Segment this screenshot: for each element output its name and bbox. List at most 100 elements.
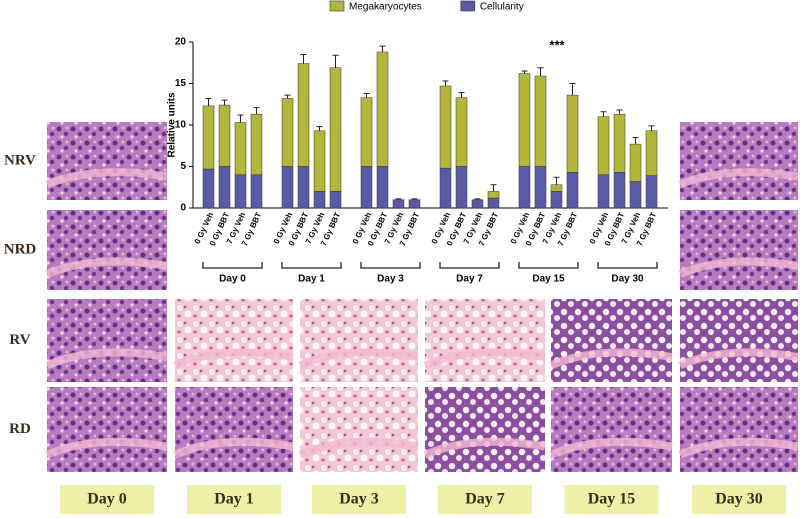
group-label: Day 1 xyxy=(298,274,325,285)
error-bar xyxy=(616,109,623,115)
column-label-box xyxy=(187,485,281,514)
group-label: Day 3 xyxy=(377,274,404,285)
bar-segment xyxy=(597,174,610,209)
error-bar xyxy=(537,67,544,77)
bar-segment xyxy=(534,166,547,209)
error-bar xyxy=(648,125,655,131)
y-tick-label: 20 xyxy=(175,37,187,48)
histology-image xyxy=(680,299,798,382)
bone-trabecula xyxy=(678,257,799,278)
bar-segment xyxy=(218,166,231,209)
bar-segment xyxy=(360,166,373,209)
error-bar xyxy=(395,198,402,200)
column-label: Day 7 xyxy=(465,491,505,508)
histology-image xyxy=(175,299,293,382)
error-bar xyxy=(300,53,307,64)
bone-trabecula xyxy=(678,437,799,459)
bar-segment xyxy=(566,172,579,209)
column-label-box xyxy=(312,485,406,514)
column-label-box xyxy=(438,485,532,514)
bar-segment xyxy=(487,191,500,199)
bar-segment xyxy=(297,63,310,167)
bone-trabecula xyxy=(298,348,419,370)
bar-segment xyxy=(281,166,294,209)
bone-trabecula xyxy=(298,437,419,459)
histology-image xyxy=(300,299,418,382)
group-bracket xyxy=(518,262,579,269)
bar-segment xyxy=(376,166,389,209)
bar-segment xyxy=(629,143,642,182)
group-bracket xyxy=(202,262,263,269)
bone-trabecula xyxy=(678,168,799,189)
bar-segment xyxy=(597,116,610,176)
bar-segment xyxy=(455,97,468,167)
bar-segment xyxy=(645,130,658,176)
group-bracket xyxy=(281,262,342,269)
group-bracket xyxy=(597,262,658,269)
bone-trabecula xyxy=(678,348,799,370)
row-label: RV xyxy=(9,332,30,348)
bar-segment xyxy=(234,122,247,176)
bar-segment xyxy=(613,113,626,173)
histology-image xyxy=(551,387,672,472)
histology-image xyxy=(680,210,798,290)
annotation: *** xyxy=(549,37,565,52)
legend-label: Cellularity xyxy=(480,2,524,13)
error-bar xyxy=(237,114,244,123)
histology-image xyxy=(47,122,167,200)
column-label-box xyxy=(692,485,786,514)
histology-image xyxy=(175,387,293,472)
y-tick-label: 15 xyxy=(175,78,187,89)
bone-trabecula xyxy=(173,437,294,459)
error-bar xyxy=(442,80,449,86)
bar-segment xyxy=(202,105,215,170)
error-bar xyxy=(284,94,291,99)
group-label: Day 0 xyxy=(219,274,246,285)
histology-image xyxy=(425,299,545,382)
error-bar xyxy=(569,83,576,96)
bone-trabecula xyxy=(173,348,294,370)
column-label: Day 3 xyxy=(339,491,379,508)
column-label: Day 15 xyxy=(588,491,636,508)
error-bar xyxy=(632,136,639,145)
column-label-box xyxy=(60,485,154,514)
y-axis-label: Relative units xyxy=(167,92,178,157)
error-bar xyxy=(379,45,386,52)
bar-segment xyxy=(313,191,326,209)
bone-trabecula xyxy=(423,348,546,370)
histology-image xyxy=(551,299,672,382)
y-tick-label: 0 xyxy=(180,203,186,214)
bar-segment xyxy=(550,191,563,209)
histology-image xyxy=(47,387,167,472)
error-bar xyxy=(490,184,497,192)
histology-image xyxy=(47,210,167,290)
bar-segment xyxy=(408,199,421,209)
bar-segment xyxy=(439,167,452,209)
legend-swatch xyxy=(329,0,345,12)
group-label: Day 7 xyxy=(456,274,483,285)
bone-trabecula xyxy=(45,437,168,459)
group-bracket xyxy=(439,262,500,269)
bone-trabecula xyxy=(549,437,673,459)
error-bar xyxy=(332,54,339,68)
error-bar xyxy=(221,99,228,106)
histology-image xyxy=(300,387,418,472)
bar-segment xyxy=(439,85,452,169)
bar-segment xyxy=(518,73,531,167)
column-label: Day 30 xyxy=(715,491,763,508)
bone-trabecula xyxy=(45,348,168,370)
bar-segment xyxy=(313,130,326,192)
error-bar xyxy=(363,92,370,98)
y-tick-label: 5 xyxy=(180,161,186,172)
bar-segment xyxy=(329,191,342,209)
legend-label: Megakaryocytes xyxy=(349,2,422,13)
histology-image xyxy=(680,387,798,472)
bar-segment xyxy=(518,166,531,209)
bar-segment xyxy=(487,197,500,209)
bar-segment xyxy=(613,172,626,209)
bar-segment xyxy=(376,51,389,167)
error-bar xyxy=(553,176,560,185)
error-bar xyxy=(521,70,528,74)
histology-image xyxy=(680,122,798,200)
y-tick-label: 10 xyxy=(175,120,187,131)
